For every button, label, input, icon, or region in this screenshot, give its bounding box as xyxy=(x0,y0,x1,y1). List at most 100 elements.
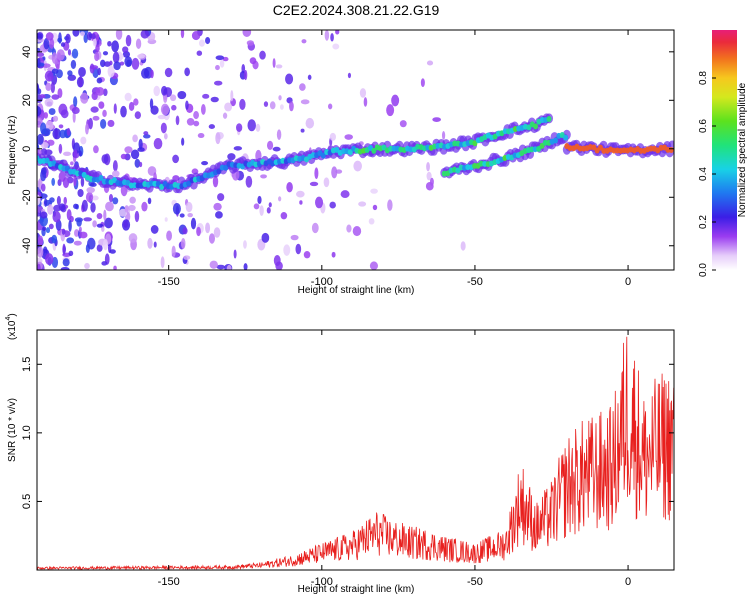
spectrogram-noise-cell xyxy=(230,90,234,102)
spectrogram-noise-cell xyxy=(224,102,233,112)
spectrogram-noise-cell xyxy=(182,227,188,235)
spectrogram-noise-cell xyxy=(78,75,83,88)
spectrogram-noise-cell xyxy=(160,122,167,134)
spectrogram-noise-cell xyxy=(180,238,186,250)
spectrogram-noise-cell xyxy=(62,258,70,267)
spectrogram-noise-cell xyxy=(100,59,106,68)
spectrogram-noise-cell xyxy=(134,210,140,223)
spectrogram-noise-cell xyxy=(259,205,264,216)
spectrogram-ridge-cell xyxy=(539,142,545,149)
spectrogram-noise-cell xyxy=(215,55,225,61)
spectrogram-noise-cell xyxy=(60,42,66,47)
spectrogram-noise-cell xyxy=(311,222,319,234)
spectrogram-noise-cell xyxy=(139,161,143,168)
spectrogram-ridge-cell xyxy=(44,157,50,164)
spectrogram-noise-cell xyxy=(300,128,305,133)
spectrogram-noise-cell xyxy=(107,40,112,47)
spectrogram-noise-cell xyxy=(108,193,114,203)
spectrogram-noise-cell xyxy=(48,108,56,115)
spectrogram-noise-cell xyxy=(103,209,107,221)
spectrogram-noise-cell xyxy=(53,204,62,212)
spectrogram-noise-cell xyxy=(185,201,193,213)
spectrogram-noise-cell xyxy=(183,255,191,260)
spectrogram-noise-cell xyxy=(119,61,125,66)
snr-scale-label: (x104) xyxy=(5,313,18,340)
spectrogram-noise-cell xyxy=(222,56,229,62)
spectrogram-noise-cell xyxy=(275,64,283,69)
spectrogram-noise-cell xyxy=(236,123,243,132)
spectrogram-noise-cell xyxy=(432,117,441,122)
spectrogram-noise-cell xyxy=(137,53,146,59)
spectrogram-noise-cell xyxy=(269,101,276,110)
spectrogram-noise-cell xyxy=(54,127,58,140)
spectrogram-noise-cell xyxy=(112,51,120,64)
spectrogram-noise-cell xyxy=(91,33,96,40)
spectrogram-noise-cell xyxy=(153,85,161,97)
spectrogram-noise-cell xyxy=(205,222,211,234)
chart-title: C2E2.2024.308.21.22.G19 xyxy=(273,2,440,18)
colorbar: 0.0 0.2 0.4 0.6 0.8 Normalized spectral ampl… xyxy=(698,30,748,277)
spectrogram-noise-cell xyxy=(71,106,80,115)
spectrogram-noise-cell xyxy=(426,171,432,181)
spectrogram-noise-cell xyxy=(96,244,103,252)
spectrogram-noise-cell xyxy=(149,98,154,110)
spectrogram-noise-cell xyxy=(56,49,65,61)
snr-frame xyxy=(36,329,675,571)
spectrogram-noise-cell xyxy=(71,48,79,59)
spectrogram-noise-cell xyxy=(45,120,54,131)
spectrogram-noise-cell xyxy=(103,61,111,67)
spectrogram-noise-cell xyxy=(243,263,248,270)
spectrogram-noise-cell xyxy=(208,233,215,244)
spectrogram-frame xyxy=(36,29,675,271)
colorbar-ticks: 0.0 0.2 0.4 0.6 0.8 xyxy=(698,71,716,277)
spectrogram-noise-cell xyxy=(42,226,47,231)
spectrogram-noise-cell xyxy=(420,78,425,88)
spectrogram-noise-cell xyxy=(216,264,226,270)
snr-x-tick-label: -100 xyxy=(311,576,333,588)
spectrogram-noise-cell xyxy=(120,153,127,160)
spectrogram-noise-cell xyxy=(37,263,41,270)
spectrogram-ridge-cell xyxy=(186,180,192,187)
spectrogram-noise-cell xyxy=(81,199,88,212)
spectrogram-noise-cell xyxy=(386,104,395,117)
spectrogram-noise-cell xyxy=(45,253,54,266)
spectrogram-noise-cell xyxy=(67,70,73,77)
spectrogram-noise-cell xyxy=(285,73,294,85)
spectrogram-noise-cell xyxy=(67,74,77,81)
spectrogram-noise-cell xyxy=(191,31,201,41)
spectrogram-noise-cell xyxy=(72,111,76,123)
colorbar-gradient xyxy=(712,30,737,270)
spectrogram-noise-cell xyxy=(344,134,353,140)
spectrogram-noise-cell xyxy=(429,177,434,186)
spectrogram-noise-cell xyxy=(128,233,138,243)
spectrogram-y-tick-label: 20 xyxy=(21,94,33,106)
spectrogram-noise-cell xyxy=(247,119,256,132)
spectrogram-noise-cell xyxy=(100,118,107,129)
spectrogram-noise-cell xyxy=(51,52,58,64)
spectrogram-ridge-cell xyxy=(223,164,229,171)
snr-scale-prefix: (x10 xyxy=(7,320,18,340)
spectrogram-noise-cell xyxy=(197,133,205,139)
spectrogram-noise-cell xyxy=(56,195,61,206)
svg-text:(x104): (x104) xyxy=(5,313,18,340)
spectrogram-noise-cell xyxy=(40,183,46,192)
spectrogram-noise-cell xyxy=(128,101,135,112)
spectrogram-y-ticks: -40 -20 0 20 40 xyxy=(21,46,674,254)
spectrogram-noise-cell xyxy=(185,100,189,110)
spectrogram-noise-cell xyxy=(205,36,211,45)
spectrogram-noise-cell xyxy=(272,146,281,152)
spectrogram-noise-cell xyxy=(101,226,105,232)
spectrogram-ridge-cell xyxy=(320,152,326,159)
spectrogram-noise-cell xyxy=(73,240,82,246)
spectrogram-ridge-cell xyxy=(64,165,70,172)
spectrogram-noise-cell xyxy=(214,80,223,86)
spectrogram-noise-cell xyxy=(160,256,165,269)
snr-y-tick-label: 1.0 xyxy=(21,425,33,440)
spectrogram-noise-cell xyxy=(101,154,109,164)
spectrogram-noise-cell xyxy=(305,117,315,129)
spectrogram-noise-cell xyxy=(80,177,85,188)
spectrogram-noise-cell xyxy=(255,123,261,132)
spectrogram-noise-cell xyxy=(391,94,400,107)
spectrogram-noise-cell xyxy=(399,120,407,128)
spectrogram-noise-cell xyxy=(47,139,55,146)
